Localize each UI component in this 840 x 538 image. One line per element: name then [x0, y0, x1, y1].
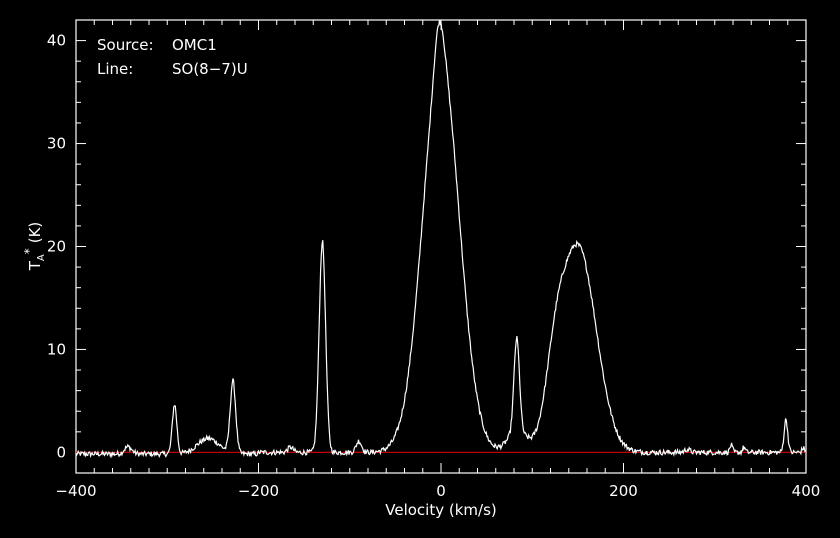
- y-axis-label-unit: (K): [26, 222, 44, 244]
- y-tick-label: 0: [56, 443, 66, 461]
- y-tick-label: 10: [47, 340, 66, 358]
- line-value: SO(8−7)U: [172, 60, 248, 78]
- y-axis-label-sup: *: [22, 248, 36, 254]
- plot-frame: [75, 19, 807, 474]
- y-axis-ticks: [76, 40, 806, 453]
- x-axis-tick-labels: −400 −200 0 200 400: [55, 482, 820, 500]
- x-tick-label: −200: [238, 482, 279, 500]
- source-value: OMC1: [172, 36, 217, 54]
- annotation-block: Source: OMC1 Line: SO(8−7)U: [97, 36, 248, 78]
- y-tick-label: 40: [47, 32, 66, 50]
- y-axis-tick-labels: 0 10 20 30 40: [47, 32, 66, 462]
- source-key: Source:: [97, 36, 154, 54]
- x-tick-label: 400: [792, 482, 821, 500]
- y-axis-label-sub: A: [36, 254, 47, 261]
- x-tick-label: −400: [55, 482, 96, 500]
- spectrum-line: [75, 19, 806, 459]
- y-tick-label: 20: [47, 238, 66, 256]
- x-axis-label: Velocity (km/s): [385, 501, 496, 519]
- y-axis-label: TA* (K): [22, 222, 47, 272]
- line-key: Line:: [97, 60, 133, 78]
- x-tick-label: 0: [436, 482, 446, 500]
- y-tick-label: 30: [47, 135, 66, 153]
- x-axis-ticks: [75, 20, 807, 473]
- x-tick-label: 200: [609, 482, 638, 500]
- y-axis-label-base: T: [26, 260, 44, 271]
